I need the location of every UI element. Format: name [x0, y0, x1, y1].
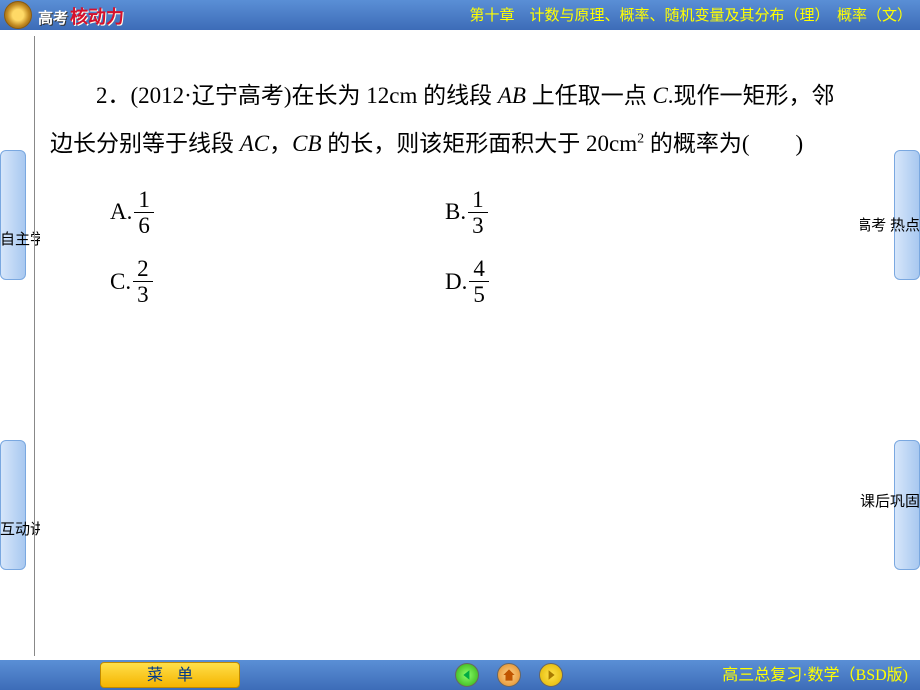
opt-a-frac: 1 6	[134, 187, 154, 239]
opt-d-label: D.	[445, 269, 467, 295]
option-c: C. 2 3	[110, 256, 445, 308]
options-row-1: A. 1 6 B. 1 3	[40, 187, 860, 239]
seg-ab: AB	[498, 83, 526, 108]
opt-b-frac: 1 3	[468, 187, 488, 239]
opt-c-frac: 2 3	[133, 256, 153, 308]
brand-gaokao: 高考	[38, 7, 68, 28]
q-body-2: 上任取一点	[526, 83, 647, 108]
q-number: 2．	[96, 83, 131, 108]
opt-c-den: 3	[133, 282, 153, 307]
left-tab-group	[0, 150, 28, 282]
nav-home-icon[interactable]	[497, 663, 521, 687]
options-row-2: C. 2 3 D. 4 5	[40, 256, 860, 308]
q-source: (2012·辽宁高考)	[131, 83, 292, 108]
opt-a-label: A.	[110, 199, 132, 225]
tab-label-kehou: 课后巩固	[860, 490, 920, 511]
brand-hedongli: 核动力	[70, 3, 124, 29]
opt-d-den: 5	[469, 282, 489, 307]
opt-a-den: 6	[134, 213, 154, 238]
content-border	[34, 36, 35, 656]
q-body-1: 在长为 12cm 的线段	[291, 83, 497, 108]
seg-c: C	[652, 83, 667, 108]
tab-zizhu[interactable]	[0, 150, 26, 280]
tab-label-gaokao: 高考 热点	[856, 214, 920, 235]
opt-c-label: C.	[110, 269, 131, 295]
content-area: 2．(2012·辽宁高考)在长为 12cm 的线段 AB 上任取一点 C.现作一…	[40, 42, 860, 642]
nav-icons	[455, 663, 563, 687]
option-a: A. 1 6	[110, 187, 445, 239]
bottom-bar: 菜单 高三总复习·数学（BSD版)	[0, 660, 920, 690]
left-tab-group-2	[0, 440, 28, 572]
seg-cb: CB	[292, 131, 321, 156]
q-body-4: 的长，则该矩形面积大于 20cm	[322, 131, 638, 156]
opt-b-label: B.	[445, 199, 466, 225]
menu-button[interactable]: 菜单	[100, 662, 240, 688]
opt-b-num: 1	[468, 187, 488, 213]
brand: 高考 核动力	[38, 3, 124, 27]
nav-forward-icon[interactable]	[539, 663, 563, 687]
q-body-5: 的概率为( )	[644, 131, 803, 156]
opt-d-frac: 4 5	[469, 256, 489, 308]
seg-ac: AC	[240, 131, 269, 156]
opt-a-num: 1	[134, 187, 154, 213]
logo-icon	[4, 1, 32, 29]
nav-back-icon[interactable]	[455, 663, 479, 687]
opt-c-num: 2	[133, 256, 153, 282]
q-indent	[50, 83, 96, 108]
top-bar: 高考 核动力 第十章 计数与原理、概率、随机变量及其分布（理） 概率（文）	[0, 0, 920, 30]
question-text: 2．(2012·辽宁高考)在长为 12cm 的线段 AB 上任取一点 C.现作一…	[40, 42, 860, 169]
option-d: D. 4 5	[445, 256, 489, 308]
footer-text: 高三总复习·数学（BSD版)	[722, 661, 908, 685]
opt-b-den: 3	[468, 213, 488, 238]
option-b: B. 1 3	[445, 187, 488, 239]
chapter-title: 第十章 计数与原理、概率、随机变量及其分布（理） 概率（文）	[469, 4, 912, 25]
tab-hudong[interactable]	[0, 440, 26, 570]
opt-d-num: 4	[469, 256, 489, 282]
q-comma: ，	[269, 131, 292, 156]
